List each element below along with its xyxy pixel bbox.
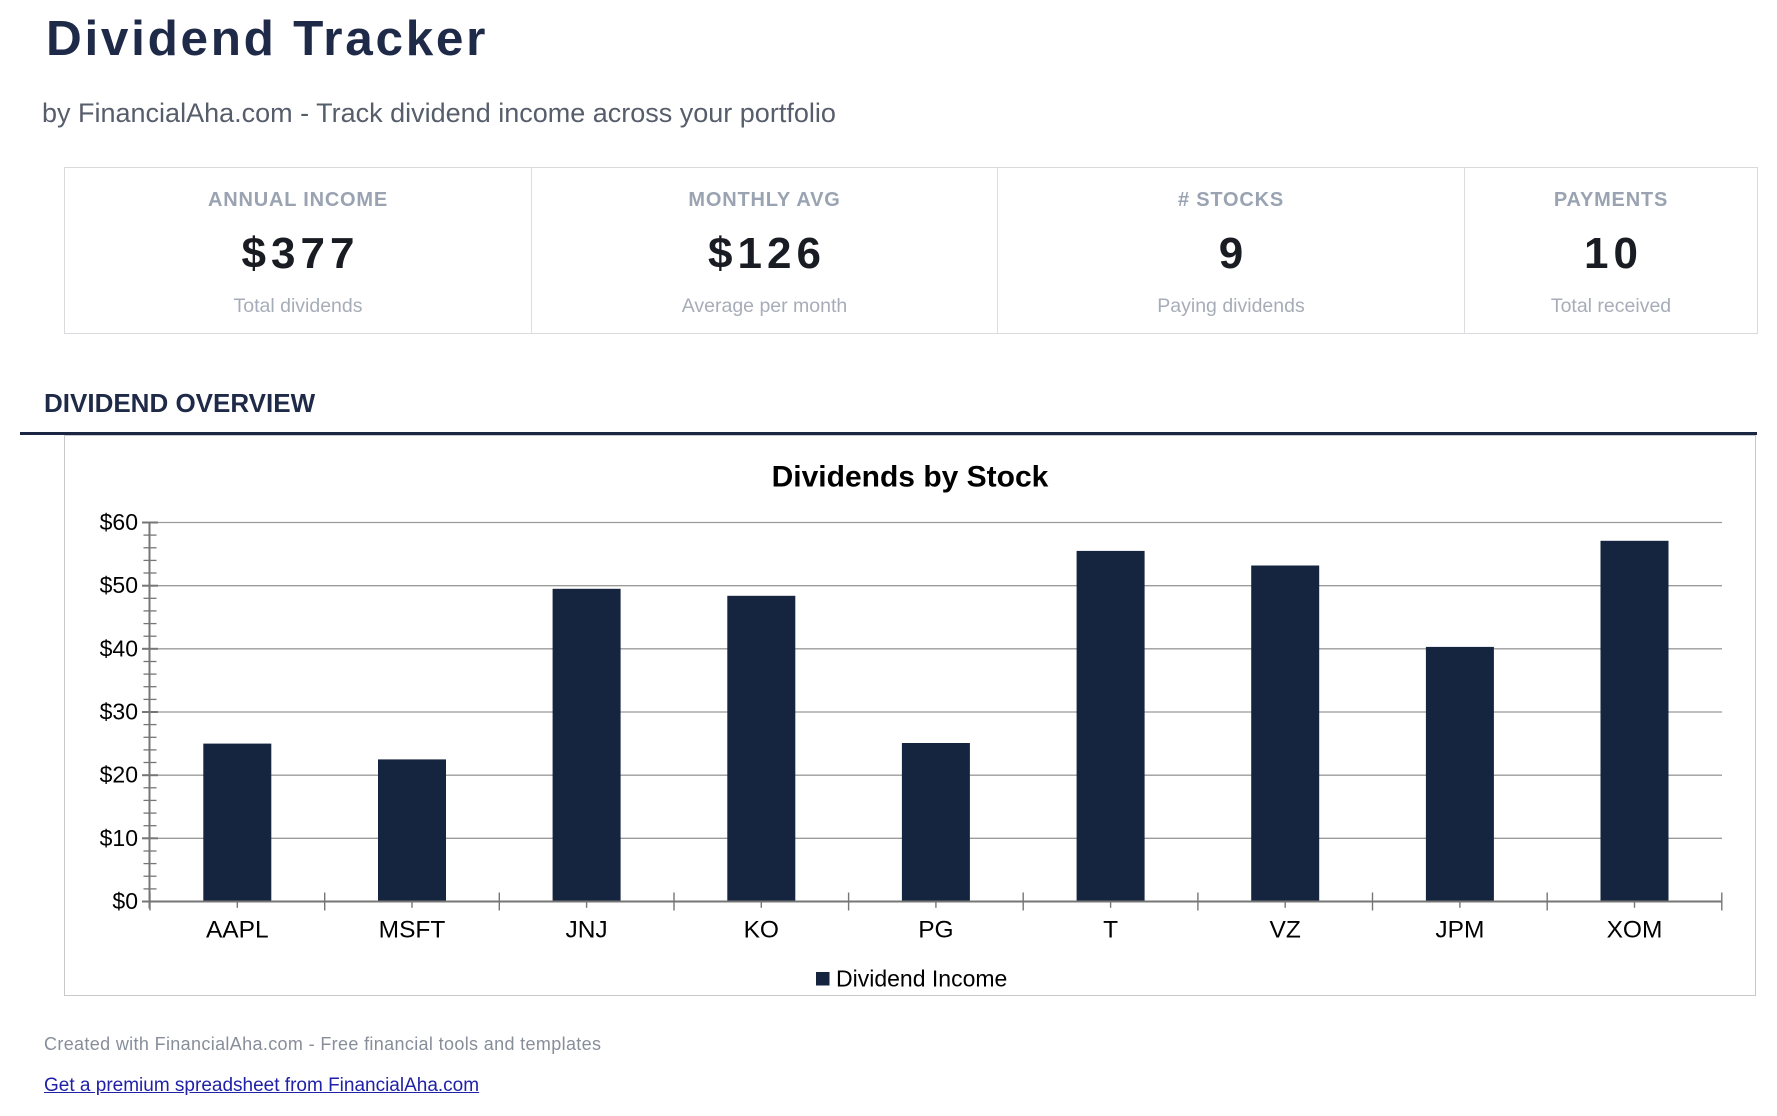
svg-text:MSFT: MSFT: [379, 916, 446, 943]
svg-text:$50: $50: [100, 572, 138, 598]
svg-text:KO: KO: [744, 916, 779, 943]
svg-text:Dividends by Stock: Dividends by Stock: [772, 461, 1049, 494]
svg-text:XOM: XOM: [1607, 916, 1663, 943]
svg-text:JNJ: JNJ: [565, 916, 607, 943]
svg-text:$60: $60: [100, 509, 138, 535]
svg-text:JPM: JPM: [1435, 916, 1484, 943]
svg-text:T: T: [1103, 916, 1118, 943]
svg-text:$10: $10: [100, 825, 138, 851]
svg-text:Dividend Income: Dividend Income: [836, 966, 1007, 992]
svg-text:$0: $0: [112, 888, 138, 914]
svg-text:$40: $40: [100, 635, 138, 661]
svg-text:$20: $20: [100, 762, 138, 788]
svg-text:PG: PG: [918, 916, 953, 943]
svg-text:AAPL: AAPL: [206, 916, 269, 943]
svg-text:VZ: VZ: [1270, 916, 1301, 943]
svg-text:$30: $30: [100, 699, 138, 725]
